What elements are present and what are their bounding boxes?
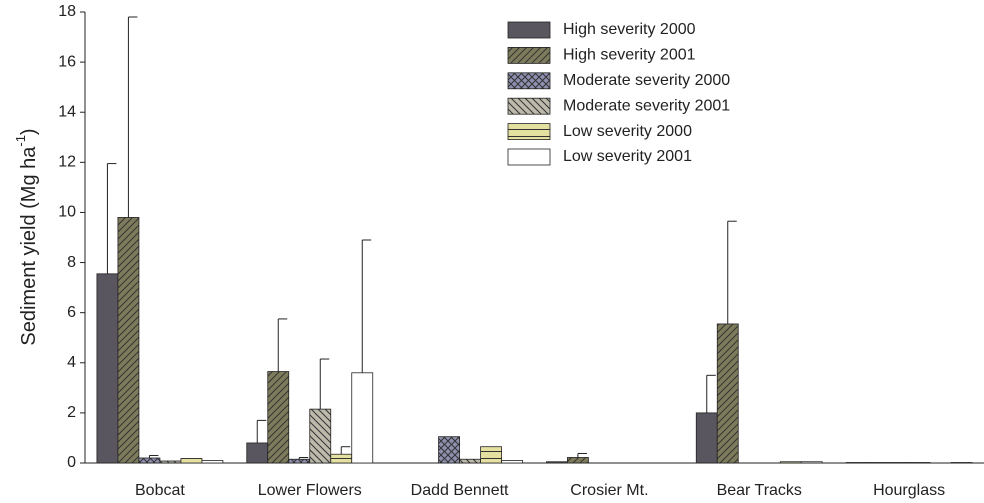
bar bbox=[950, 462, 973, 464]
bar bbox=[138, 457, 161, 464]
error-bar bbox=[256, 419, 267, 443]
bar bbox=[159, 460, 182, 464]
legend-swatch bbox=[507, 72, 551, 90]
legend-swatch bbox=[507, 123, 551, 140]
x-tick-label: Bobcat bbox=[135, 482, 185, 499]
x-tick-label: Dadd Bennett bbox=[411, 482, 509, 499]
legend-label: High severity 2000 bbox=[563, 21, 696, 38]
legend-label: Moderate severity 2001 bbox=[563, 97, 730, 114]
x-tick-label: Hourglass bbox=[873, 482, 945, 499]
bar bbox=[567, 457, 589, 464]
error-bar bbox=[340, 446, 351, 455]
error-bar bbox=[148, 454, 159, 458]
error-bar bbox=[577, 452, 587, 458]
y-label-text: Sediment yield (Mg ha bbox=[18, 146, 40, 346]
bar bbox=[501, 460, 523, 464]
y-tick-label: 16 bbox=[58, 53, 76, 70]
y-tick-label: 4 bbox=[67, 354, 76, 371]
y-tick-label: 0 bbox=[67, 454, 76, 471]
bar bbox=[96, 273, 119, 464]
error-bar bbox=[319, 358, 330, 410]
bar bbox=[779, 461, 802, 464]
legend-swatch bbox=[507, 21, 551, 39]
bar bbox=[201, 460, 224, 464]
bar bbox=[480, 446, 502, 464]
bar bbox=[800, 461, 823, 464]
x-tick-label: Crosier Mt. bbox=[570, 482, 648, 499]
error-bar bbox=[727, 220, 737, 324]
y-label-suffix: ) bbox=[18, 128, 40, 135]
x-tick-label: Bear Tracks bbox=[717, 482, 802, 499]
y-tick-label: 2 bbox=[67, 404, 76, 421]
x-tick-label: Lower Flowers bbox=[258, 482, 362, 499]
y-tick-label: 18 bbox=[58, 3, 76, 20]
bar bbox=[117, 217, 140, 464]
y-axis-label: Sediment yield (Mg ha-1) bbox=[13, 128, 40, 345]
y-tick-label: 8 bbox=[67, 254, 76, 271]
bar bbox=[246, 442, 269, 464]
error-bar bbox=[277, 318, 288, 372]
bar bbox=[330, 453, 353, 464]
bar bbox=[866, 462, 889, 464]
bar bbox=[438, 436, 460, 464]
legend-label: High severity 2001 bbox=[563, 47, 696, 64]
error-bar bbox=[127, 16, 138, 218]
y-tick-label: 10 bbox=[58, 204, 76, 221]
bar bbox=[288, 458, 311, 464]
bar bbox=[908, 462, 931, 464]
legend-swatch bbox=[507, 148, 551, 166]
legend-swatch bbox=[507, 97, 551, 115]
bar bbox=[845, 462, 868, 464]
y-tick-label: 14 bbox=[58, 103, 76, 120]
bar bbox=[351, 372, 374, 464]
bar bbox=[267, 371, 290, 464]
y-tick-label: 12 bbox=[58, 154, 76, 171]
legend-label: Low severity 2001 bbox=[563, 148, 692, 165]
error-bar bbox=[106, 163, 117, 274]
legend-label: Moderate severity 2000 bbox=[563, 72, 730, 89]
y-tick-label: 6 bbox=[67, 304, 76, 321]
error-bar bbox=[361, 239, 372, 373]
bar bbox=[695, 412, 718, 464]
bar bbox=[887, 462, 910, 464]
legend-swatch bbox=[507, 47, 551, 64]
bar bbox=[180, 458, 203, 464]
bar bbox=[546, 461, 568, 464]
legend-label: Low severity 2000 bbox=[563, 123, 692, 140]
bar bbox=[309, 408, 332, 464]
error-bar bbox=[298, 456, 309, 460]
bar bbox=[716, 323, 739, 464]
y-label-sup: -1 bbox=[13, 135, 28, 147]
error-bar bbox=[706, 374, 716, 413]
bar bbox=[459, 458, 481, 464]
